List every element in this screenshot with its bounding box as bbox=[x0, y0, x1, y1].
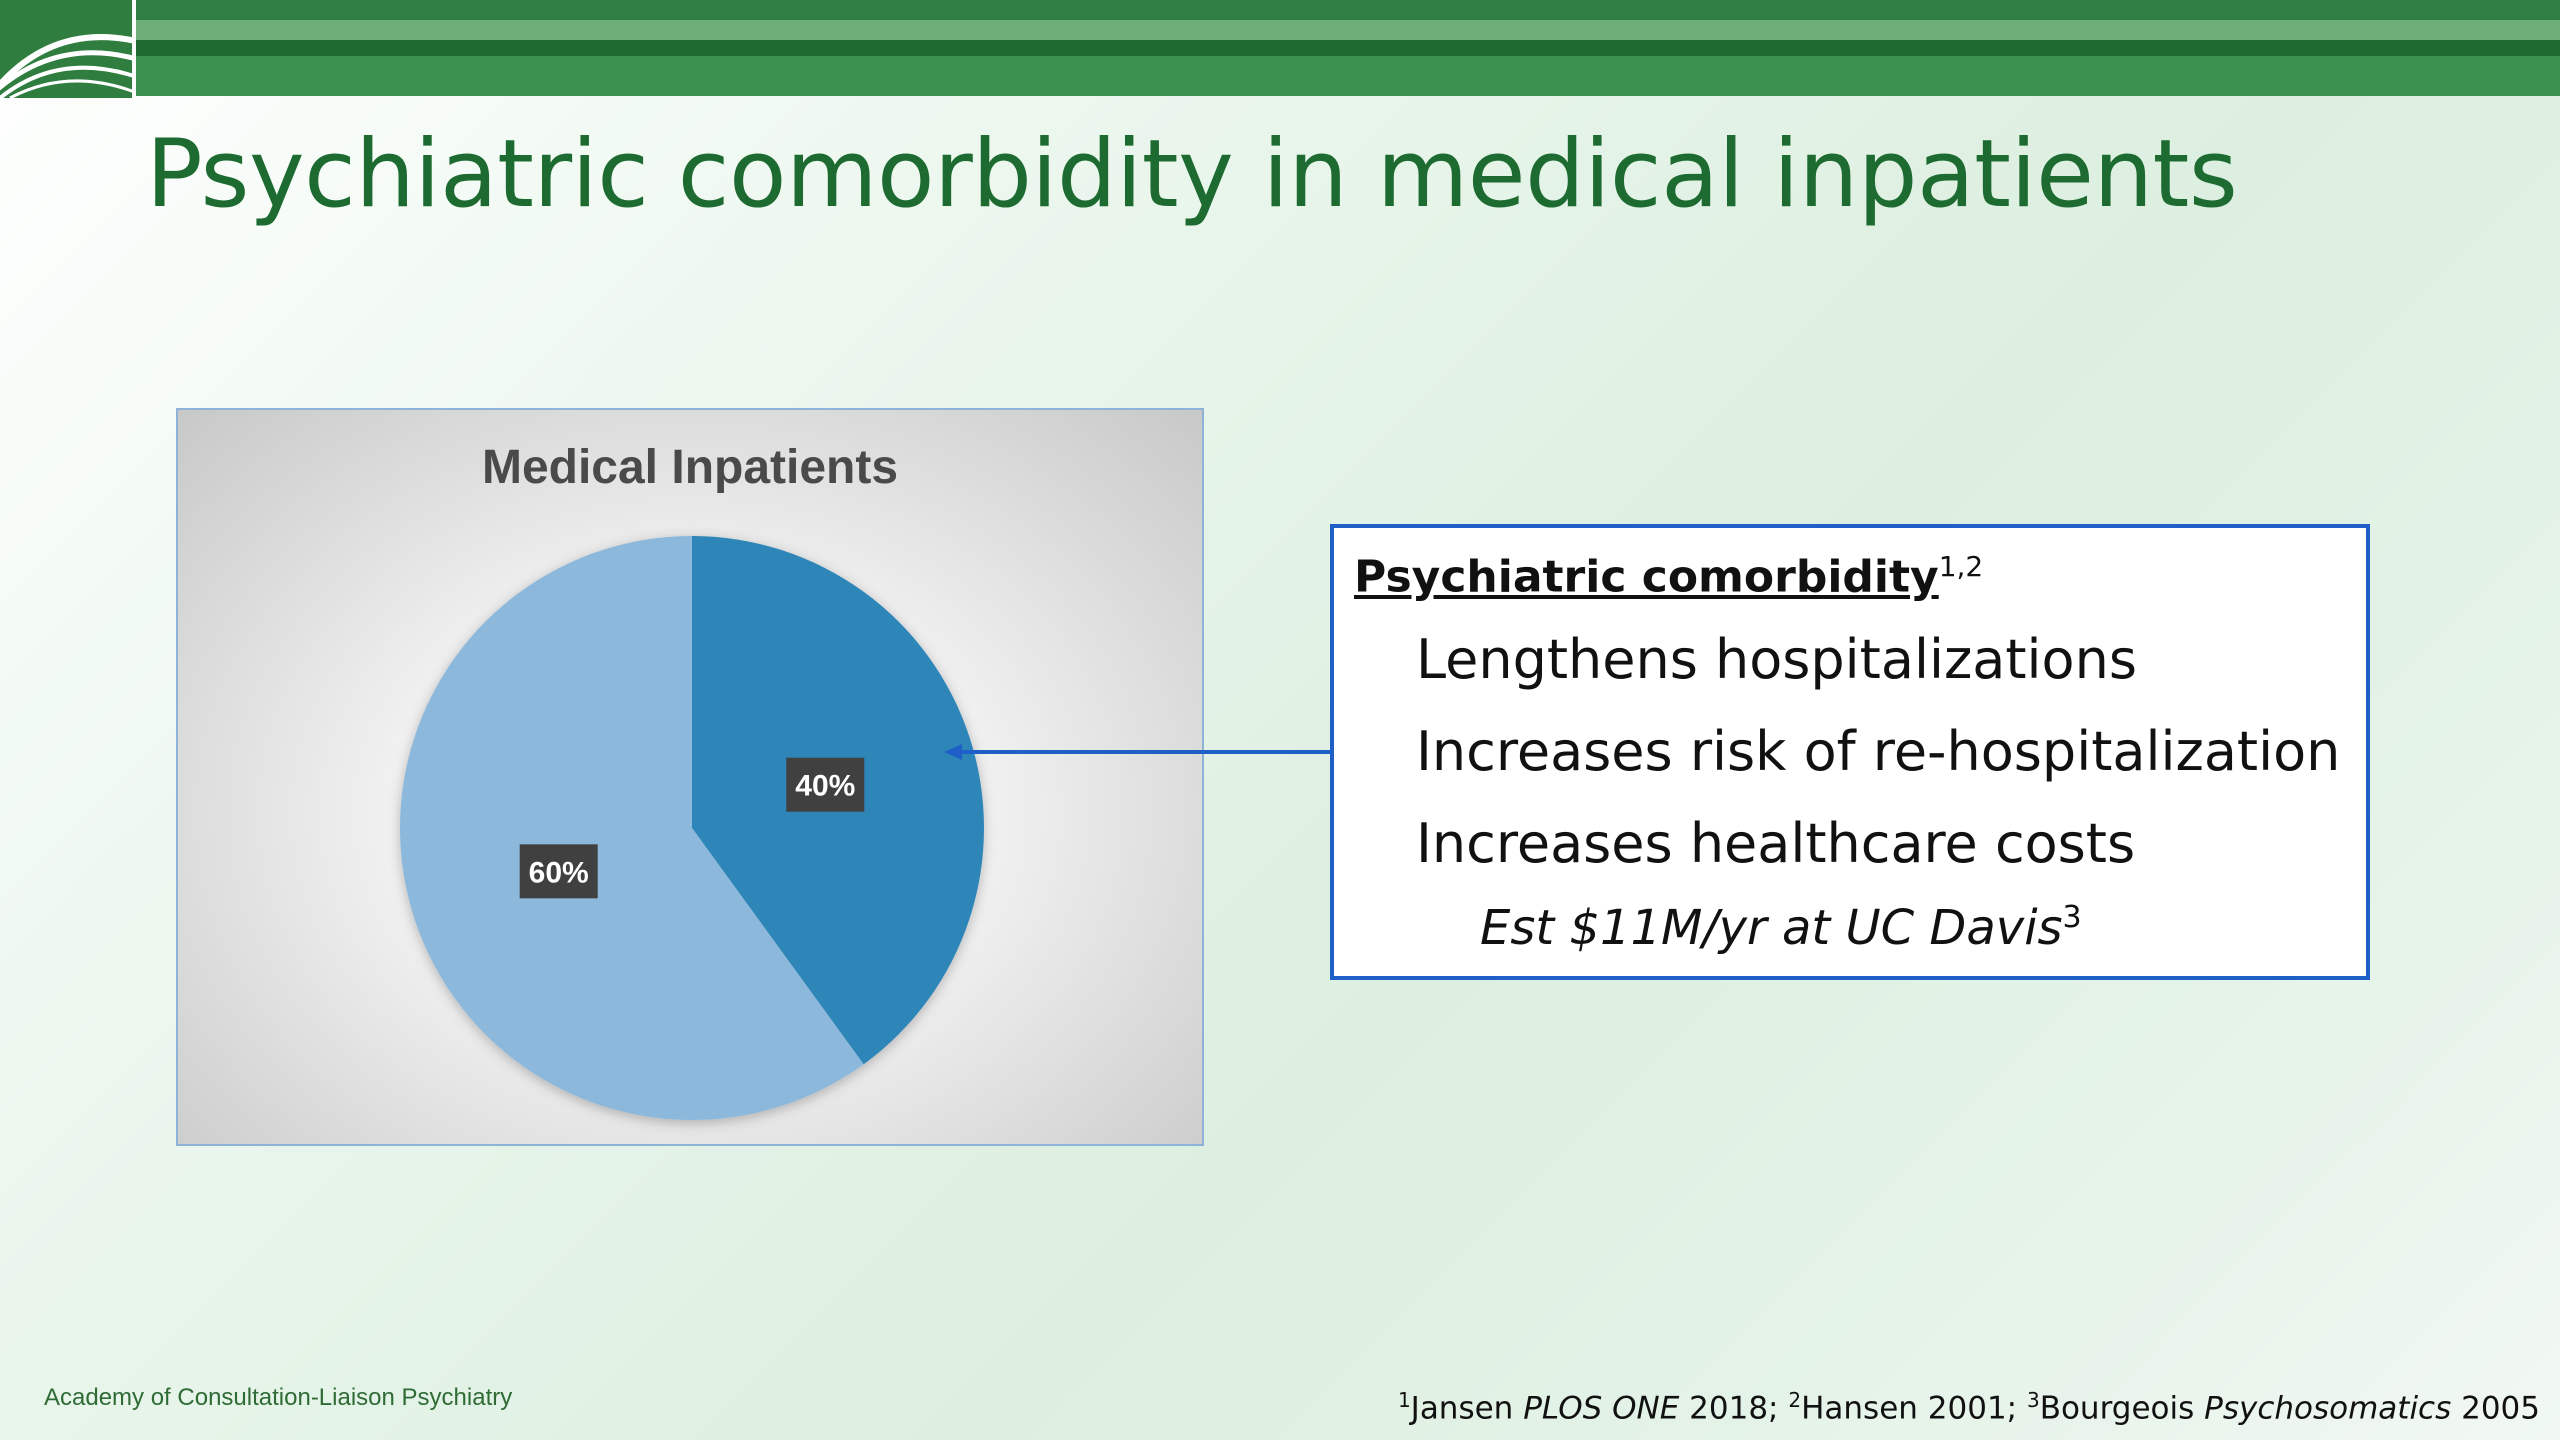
data-label-box bbox=[786, 757, 865, 812]
callout-heading-text: Psychiatric comorbidity bbox=[1354, 551, 1939, 603]
organization-logo bbox=[0, 0, 132, 98]
footer-organization: Academy of Consultation-Liaison Psychiat… bbox=[44, 1384, 513, 1411]
header-bar bbox=[136, 40, 2560, 56]
slide-header bbox=[0, 0, 2560, 98]
data-label-box bbox=[519, 844, 598, 899]
slide-title: Psychiatric comorbidity in medical inpat… bbox=[146, 120, 2238, 229]
callout-point: Increases healthcare costs bbox=[1416, 812, 2136, 875]
ref-year: 2018; bbox=[1679, 1390, 1789, 1427]
ref-number: 3 bbox=[2026, 1388, 2040, 1412]
ref-number: 2 bbox=[1788, 1388, 1802, 1412]
ref-journal: Psychosomatics bbox=[2204, 1390, 2452, 1427]
ref-author: Jansen bbox=[1410, 1390, 1524, 1427]
callout-sub-point: Est $11M/yr at UC Davis3 bbox=[1480, 900, 2082, 956]
pie-chart: 40% 60% bbox=[399, 536, 984, 1120]
header-bar bbox=[136, 56, 2560, 96]
ref-year: 2005 bbox=[2451, 1390, 2540, 1427]
arc-lines-logo-icon bbox=[0, 34, 132, 98]
ref-journal: PLOS ONE bbox=[1523, 1390, 1680, 1427]
header-bar bbox=[136, 20, 2560, 40]
data-label: 40% bbox=[795, 770, 855, 803]
ref-author: Hansen 2001; bbox=[1801, 1390, 2027, 1427]
footer-references: 1Jansen PLOS ONE 2018; 2Hansen 2001; 3Bo… bbox=[1398, 1388, 2540, 1426]
chart-title: Medical Inpatients bbox=[481, 441, 899, 494]
pie-chart-panel: Medical Inpatients 40% 60% bbox=[176, 408, 1204, 1146]
callout-heading-refs: 1,2 bbox=[1938, 550, 1984, 583]
pie-slice bbox=[399, 536, 864, 1120]
header-bar bbox=[136, 0, 2560, 20]
callout-box: Psychiatric comorbidity1,2 Lengthens hos… bbox=[1330, 524, 2370, 980]
callout-heading: Psychiatric comorbidity1,2 bbox=[1354, 550, 1983, 603]
data-label: 60% bbox=[529, 856, 589, 889]
callout-point: Lengthens hospitalizations bbox=[1416, 628, 2137, 691]
callout-sub-point-ref: 3 bbox=[2062, 900, 2082, 935]
callout-point: Increases risk of re-hospitalization bbox=[1416, 720, 2341, 783]
ref-number: 1 bbox=[1397, 1388, 1411, 1412]
callout-sub-point-text: Est $11M/yr at UC Davis bbox=[1480, 900, 2063, 956]
ref-author: Bourgeois bbox=[2039, 1390, 2205, 1427]
